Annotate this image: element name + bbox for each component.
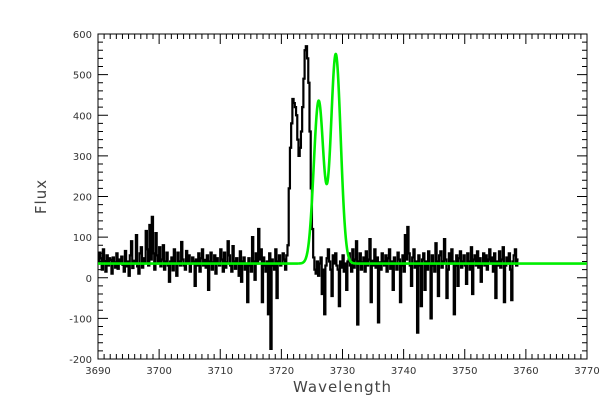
y-tick-label: 0 (86, 274, 92, 285)
spectrum-flux-line (98, 45, 519, 350)
y-tick-label: -200 (69, 355, 92, 366)
tick-labels: 3690 3700 3710 3720 3730 3740 3750 3760 3770 -200… (69, 30, 599, 377)
x-tick-label: 3690 (85, 366, 110, 377)
y-tick-label: 200 (73, 193, 92, 204)
x-tick-label: 3750 (452, 366, 477, 377)
x-tick-label: 3720 (269, 366, 294, 377)
axis-ticks (97, 33, 588, 360)
x-axis-title: Wavelength (293, 378, 392, 396)
y-axis-title: Flux (32, 179, 50, 214)
x-tick-label: 3740 (391, 366, 416, 377)
x-tick-label: 3770 (574, 366, 599, 377)
x-tick-label: 3710 (208, 366, 233, 377)
y-tick-label: 600 (73, 30, 92, 41)
y-tick-label: 100 (73, 233, 92, 244)
x-tick-label: 3730 (330, 366, 355, 377)
y-tick-label: 400 (73, 111, 92, 122)
x-tick-label: 3700 (146, 366, 171, 377)
y-tick-label: -100 (69, 314, 92, 325)
x-tick-label: 3760 (513, 366, 538, 377)
gaussian-fit-line (98, 52, 587, 265)
data-series (98, 45, 587, 350)
y-tick-label: 300 (73, 152, 92, 163)
y-tick-label: 500 (73, 71, 92, 82)
plot-area (97, 33, 588, 360)
